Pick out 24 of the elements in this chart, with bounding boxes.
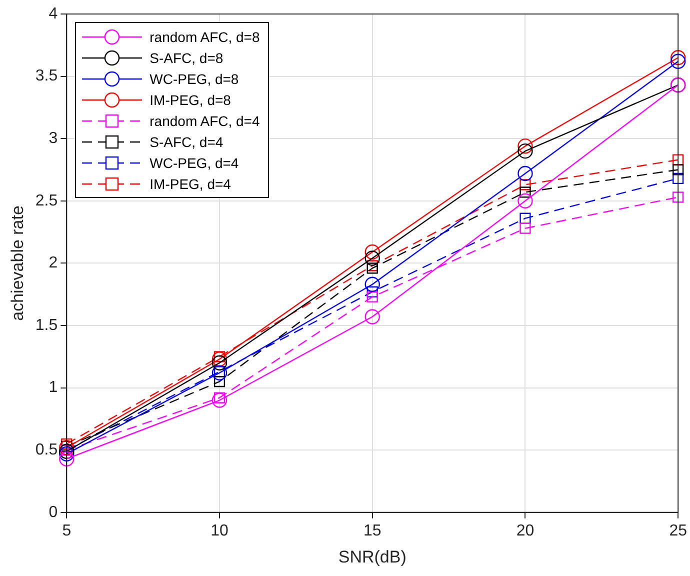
y-axis-title: achievable rate [8,206,27,321]
legend-label: S-AFC, d=4 [150,134,224,150]
legend-label: S-AFC, d=8 [150,50,224,66]
legend-label: IM-PEG, d=4 [150,176,231,192]
y-tick-label: 1 [48,379,58,396]
y-tick-label: 3.5 [35,68,58,85]
y-tick-label: 0 [48,504,58,521]
x-tick-label: 25 [669,522,688,540]
legend-label: random AFC, d=8 [150,28,260,44]
y-tick-label: 2.5 [35,192,58,210]
y-tick-label: 3 [48,130,58,148]
y-tick-label: 4 [48,5,58,22]
x-tick-label: 20 [516,522,534,540]
y-tick-label: 0.5 [35,442,58,459]
y-tick-label: 1.5 [35,316,58,334]
x-tick-label: 10 [210,522,229,540]
y-tick-label: 2 [48,254,58,272]
legend-label: IM-PEG, d=8 [150,92,231,108]
x-tick-label: 15 [363,522,382,540]
legend-label: random AFC, d=4 [150,112,260,128]
x-tick-label: 5 [62,522,72,540]
legend-label: WC-PEG, d=8 [150,70,239,86]
legend-label: WC-PEG, d=4 [150,154,239,170]
x-axis-title: SNR(dB) [338,547,406,566]
